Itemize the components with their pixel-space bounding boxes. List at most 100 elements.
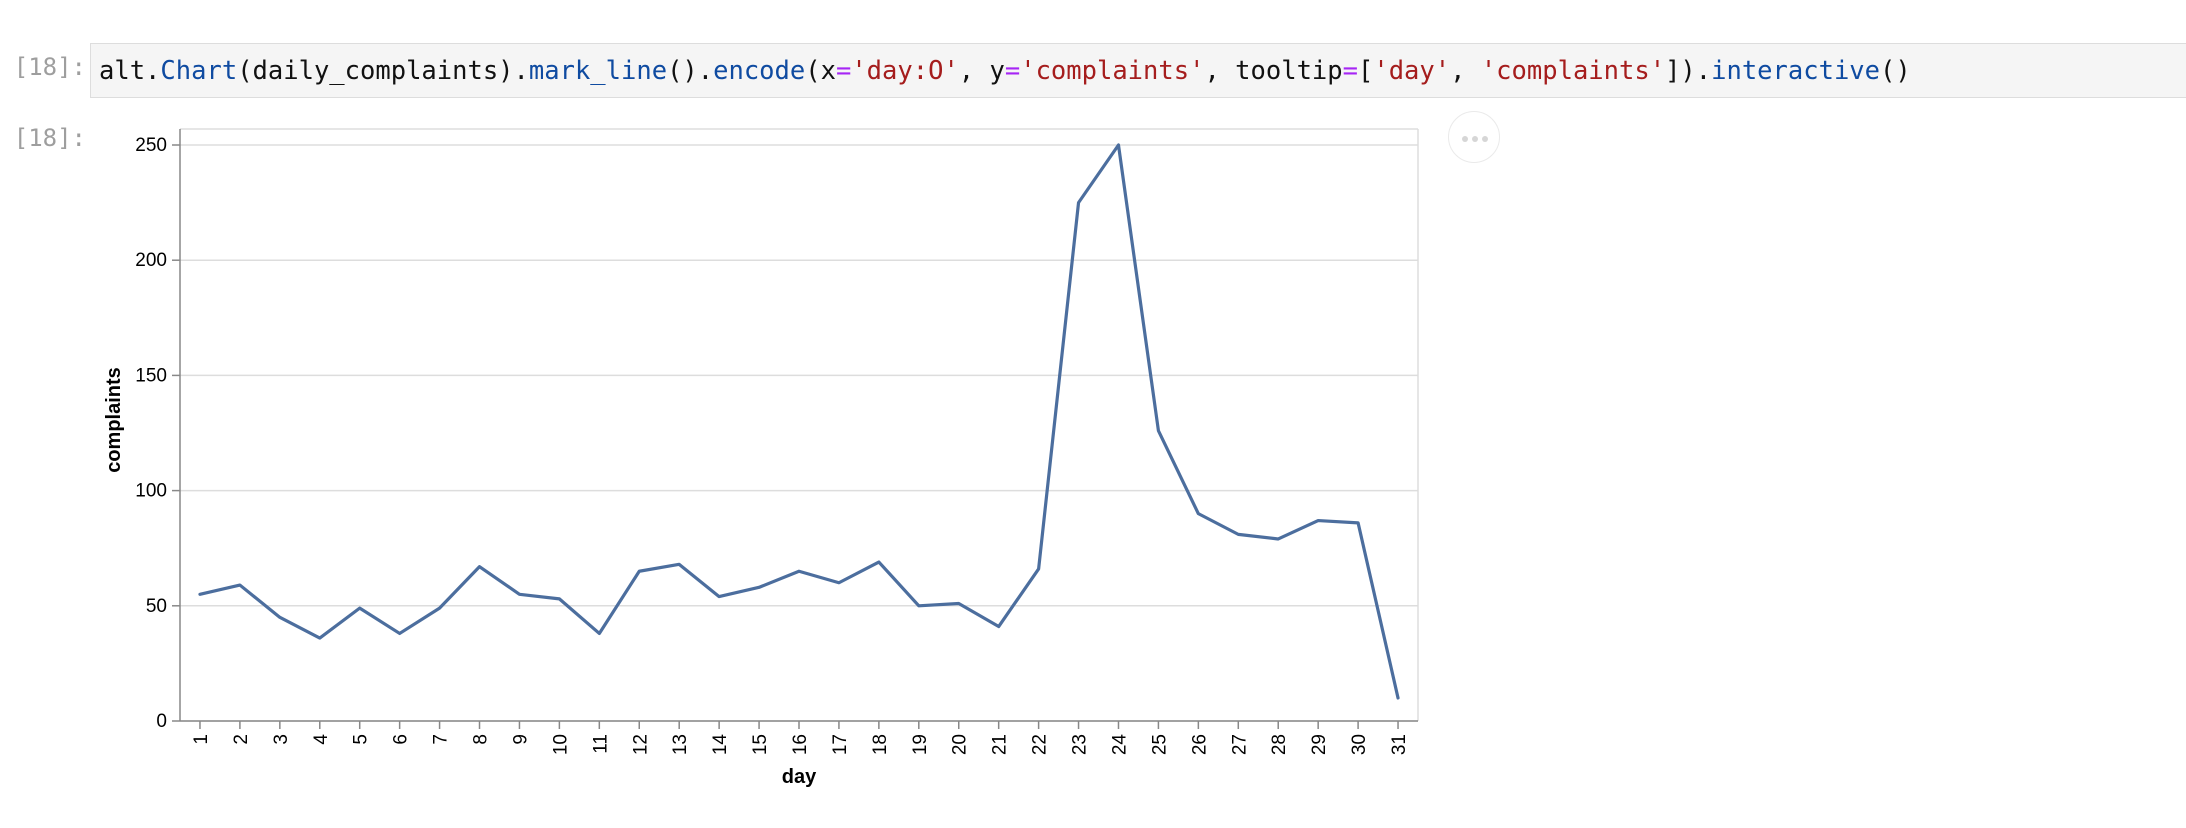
data-point[interactable] — [913, 600, 925, 612]
data-point[interactable] — [1152, 425, 1164, 437]
data-point[interactable] — [593, 627, 605, 639]
code-token: interactive — [1711, 56, 1881, 86]
code-token: = — [1342, 56, 1358, 86]
ellipsis-icon-dot — [1482, 136, 1488, 142]
data-point[interactable] — [673, 558, 685, 570]
data-point[interactable] — [1272, 533, 1284, 545]
x-tick-label: 13 — [670, 734, 691, 755]
x-axis-title: day — [782, 766, 817, 788]
data-point[interactable] — [633, 565, 645, 577]
x-tick-label: 17 — [830, 734, 851, 755]
series-line[interactable] — [198, 143, 1400, 700]
code-token: (). — [667, 56, 714, 86]
data-point[interactable] — [1073, 197, 1085, 209]
code-token: mark_line — [528, 56, 668, 86]
data-point[interactable] — [474, 561, 486, 573]
x-tick-label: 27 — [1229, 734, 1250, 755]
y-tick-label: 100 — [135, 481, 167, 502]
ellipsis-icon — [1462, 136, 1468, 142]
x-tick-label: 21 — [990, 734, 1011, 755]
data-point[interactable] — [1112, 139, 1124, 151]
x-tick-label: 14 — [710, 734, 731, 756]
x-tick-label: 6 — [391, 734, 412, 745]
code-token: 'day:O' — [851, 56, 959, 86]
x-tick-label: 31 — [1389, 734, 1410, 755]
data-point[interactable] — [1312, 515, 1324, 527]
data-point[interactable] — [1192, 508, 1204, 520]
y-tick-label: 150 — [135, 365, 167, 386]
data-point[interactable] — [993, 621, 1005, 633]
x-tick-label: 11 — [590, 734, 611, 754]
data-point[interactable] — [833, 577, 845, 589]
x-tick-label: 30 — [1349, 734, 1370, 755]
code-token: = — [1004, 56, 1021, 86]
x-tick-label: 3 — [271, 734, 292, 745]
x-tick-label: 9 — [510, 734, 531, 745]
code-line[interactable]: alt.Chart(daily_complaints).mark_line().… — [99, 56, 1911, 86]
x-tick-label: 1 — [191, 734, 212, 745]
data-point[interactable] — [434, 602, 446, 614]
data-point[interactable] — [873, 556, 885, 568]
data-point[interactable] — [194, 588, 206, 600]
data-point[interactable] — [394, 627, 406, 639]
x-tick-label: 2 — [231, 734, 252, 745]
output-prompt: [18]: — [13, 124, 86, 152]
data-point[interactable] — [793, 565, 805, 577]
x-tick-label: 12 — [630, 734, 651, 755]
y-tick-label: 50 — [146, 596, 167, 617]
data-point[interactable] — [1232, 528, 1244, 540]
data-point[interactable] — [953, 597, 965, 609]
code-token: 'complaints' — [1020, 56, 1205, 86]
code-token: (x — [805, 56, 836, 86]
data-point[interactable] — [314, 632, 326, 644]
data-point[interactable] — [753, 581, 765, 593]
x-tick-label: 15 — [750, 734, 771, 755]
data-point[interactable] — [553, 593, 565, 605]
code-token: , y — [958, 56, 1005, 86]
ellipsis-icon-dot — [1472, 136, 1478, 142]
data-point[interactable] — [274, 611, 286, 623]
code-token: , tooltip — [1204, 56, 1343, 86]
code-token: ]). — [1665, 56, 1712, 86]
input-prompt: [18]: — [13, 53, 86, 81]
x-tick-label: 18 — [870, 734, 891, 755]
code-token: 'complaints' — [1480, 56, 1666, 86]
data-point[interactable] — [513, 588, 525, 600]
x-tick-label: 24 — [1109, 734, 1130, 756]
y-tick-label: 250 — [135, 135, 167, 156]
x-tick-label: 20 — [950, 734, 971, 755]
data-point[interactable] — [1352, 517, 1364, 529]
data-point[interactable] — [1033, 563, 1045, 575]
code-token: , — [1450, 56, 1481, 86]
x-tick-label: 10 — [550, 734, 571, 755]
data-point[interactable] — [354, 602, 366, 614]
x-tick-label: 8 — [471, 734, 492, 745]
data-point[interactable] — [713, 591, 725, 603]
code-token: = — [835, 56, 852, 86]
gridlines — [180, 128, 1419, 722]
data-point[interactable] — [1392, 692, 1404, 704]
y-tick-label: 200 — [135, 250, 167, 271]
code-token: [ — [1357, 56, 1374, 86]
chart-actions-button[interactable] — [1448, 111, 1500, 163]
x-tick-label: 26 — [1189, 734, 1210, 755]
code-token: () — [1880, 56, 1911, 86]
data-point[interactable] — [234, 579, 246, 591]
y-axis-title: complaints — [103, 367, 125, 473]
x-tick-label: 25 — [1149, 734, 1170, 755]
code-cell[interactable]: alt.Chart(daily_complaints).mark_line().… — [90, 43, 2186, 98]
x-tick-label: 5 — [351, 734, 372, 745]
code-token: 'day' — [1373, 56, 1451, 86]
x-tick-label: 4 — [311, 734, 332, 745]
x-tick-label: 22 — [1030, 734, 1051, 755]
code-token: (daily_complaints). — [237, 56, 529, 86]
x-tick-label: 7 — [431, 734, 452, 745]
y-tick-label: 0 — [156, 711, 167, 732]
code-token: alt. — [99, 56, 161, 86]
x-tick-label: 29 — [1309, 734, 1330, 755]
code-token: Chart — [160, 56, 238, 86]
x-tick-label: 28 — [1269, 734, 1290, 755]
x-tick-label: 16 — [790, 734, 811, 755]
x-tick-label: 19 — [910, 734, 931, 755]
